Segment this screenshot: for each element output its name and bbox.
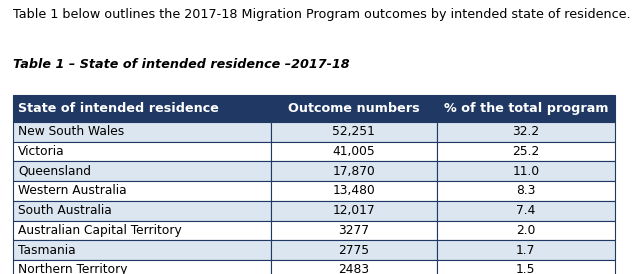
Text: 2483: 2483 xyxy=(338,263,369,274)
Text: 1.5: 1.5 xyxy=(516,263,536,274)
Text: 32.2: 32.2 xyxy=(512,125,540,138)
Text: 12,017: 12,017 xyxy=(332,204,375,217)
Text: 2.0: 2.0 xyxy=(516,224,536,237)
Text: 41,005: 41,005 xyxy=(332,145,375,158)
Text: Queensland: Queensland xyxy=(18,165,91,178)
Text: 17,870: 17,870 xyxy=(332,165,375,178)
Text: 11.0: 11.0 xyxy=(512,165,540,178)
Text: Outcome numbers: Outcome numbers xyxy=(288,102,420,115)
Text: New South Wales: New South Wales xyxy=(18,125,124,138)
Text: 3277: 3277 xyxy=(339,224,369,237)
Text: 7.4: 7.4 xyxy=(516,204,536,217)
Text: % of the total program: % of the total program xyxy=(444,102,608,115)
Text: State of intended residence: State of intended residence xyxy=(18,102,219,115)
Text: 13,480: 13,480 xyxy=(332,184,375,198)
Text: 52,251: 52,251 xyxy=(332,125,375,138)
Text: 8.3: 8.3 xyxy=(516,184,536,198)
Text: 2775: 2775 xyxy=(338,244,369,257)
Text: 25.2: 25.2 xyxy=(512,145,540,158)
Text: Tasmania: Tasmania xyxy=(18,244,76,257)
Text: Table 1 – State of intended residence –2017-18: Table 1 – State of intended residence –2… xyxy=(13,58,349,70)
Text: South Australia: South Australia xyxy=(18,204,111,217)
Text: Northern Territory: Northern Territory xyxy=(18,263,127,274)
Text: Australian Capital Territory: Australian Capital Territory xyxy=(18,224,182,237)
Text: Western Australia: Western Australia xyxy=(18,184,127,198)
Text: 1.7: 1.7 xyxy=(516,244,536,257)
Text: Table 1 below outlines the 2017-18 Migration Program outcomes by intended state : Table 1 below outlines the 2017-18 Migra… xyxy=(13,8,630,21)
Text: Victoria: Victoria xyxy=(18,145,65,158)
